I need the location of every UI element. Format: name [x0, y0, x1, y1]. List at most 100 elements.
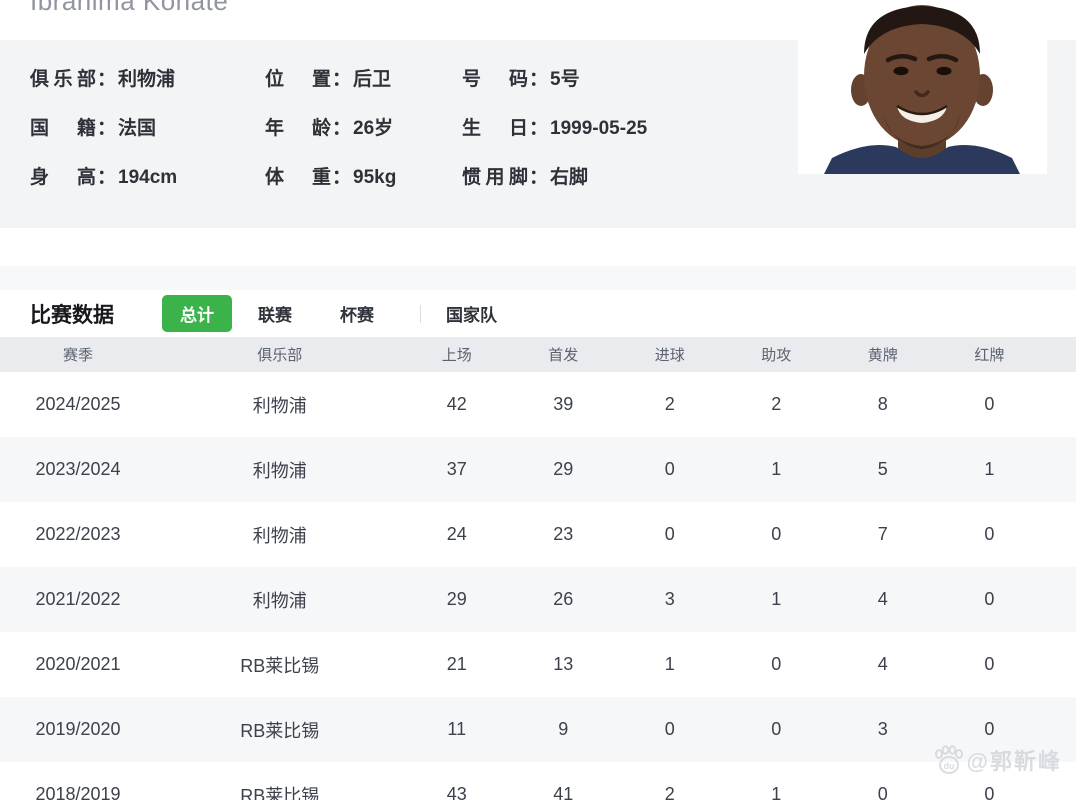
player-photo — [798, 0, 1047, 174]
col-header-appearances: 上场 — [441, 347, 472, 364]
info-value: 194cm — [118, 167, 178, 188]
info-colon: ： — [97, 69, 117, 90]
info-value: 法国 — [118, 118, 157, 139]
cell-yellow-cards: 5 — [877, 459, 888, 479]
info-colon: ： — [332, 69, 352, 90]
info-item-nationality: 国籍： 法国 — [30, 113, 265, 140]
info-value: 26岁 — [353, 118, 394, 139]
col-header-assists: 助攻 — [761, 347, 792, 364]
cell-red-cards: 0 — [984, 784, 995, 800]
table-body: 2024/2025 利物浦 42 39 2 2 8 0 2023/2024 利物… — [0, 372, 1076, 800]
cell-starts: 29 — [553, 459, 574, 479]
cell-goals: 0 — [664, 459, 675, 479]
cell-goals: 0 — [664, 524, 675, 544]
info-colon: ： — [97, 118, 117, 139]
cell-goals: 3 — [664, 589, 675, 609]
table-row: 2023/2024 利物浦 37 29 0 1 5 1 — [0, 437, 1076, 502]
cell-starts: 23 — [553, 524, 574, 544]
info-label: 俱乐部 — [30, 69, 96, 90]
tab-national-team[interactable]: 国家队 — [446, 306, 497, 325]
col-header-yellow-cards: 黄牌 — [867, 347, 898, 364]
cell-red-cards: 0 — [984, 524, 995, 544]
info-value: 利物浦 — [118, 69, 176, 90]
cell-appearances: 24 — [446, 524, 467, 544]
cell-season: 2021/2022 — [35, 589, 121, 609]
tab-cup[interactable]: 杯赛 — [340, 306, 374, 325]
cell-red-cards: 0 — [984, 719, 995, 739]
player-headshot-illustration — [798, 0, 1047, 174]
info-item-number: 号码： 5号 — [462, 64, 770, 91]
cell-appearances: 43 — [446, 784, 467, 800]
table-row: 2018/2019 RB莱比锡 43 41 2 1 0 0 — [0, 762, 1076, 800]
info-label: 体重 — [265, 167, 331, 188]
info-label: 号码 — [462, 69, 528, 90]
cell-assists: 1 — [771, 784, 782, 800]
cell-starts: 41 — [553, 784, 574, 800]
cell-assists: 0 — [771, 654, 782, 674]
cell-appearances: 21 — [446, 654, 467, 674]
cell-red-cards: 0 — [984, 394, 995, 414]
info-colon: ： — [97, 167, 117, 188]
table-row: 2022/2023 利物浦 24 23 0 0 7 0 — [0, 502, 1076, 567]
col-header-season: 赛季 — [63, 347, 94, 364]
cell-yellow-cards: 7 — [877, 524, 888, 544]
info-label: 位置 — [265, 69, 331, 90]
spacer — [0, 228, 1076, 266]
cell-club: 利物浦 — [252, 525, 307, 546]
info-colon: ： — [529, 118, 549, 139]
cell-red-cards: 1 — [984, 459, 995, 479]
cell-appearances: 42 — [446, 394, 467, 414]
info-value: 后卫 — [353, 69, 392, 90]
info-value: 95kg — [353, 167, 397, 188]
info-label: 身高 — [30, 167, 96, 188]
cell-season: 2018/2019 — [35, 784, 121, 800]
stats-heading: 比赛数据 — [30, 303, 114, 327]
info-item-height: 身高： 194cm — [30, 162, 265, 189]
player-name: Ibrahima Konate — [30, 0, 229, 16]
info-colon: ： — [529, 167, 549, 188]
cell-appearances: 37 — [446, 459, 467, 479]
cell-starts: 13 — [553, 654, 574, 674]
cell-season: 2024/2025 — [35, 394, 121, 414]
cell-goals: 0 — [664, 719, 675, 739]
tab-total[interactable]: 总计 — [162, 295, 232, 332]
cell-yellow-cards: 4 — [877, 589, 888, 609]
col-header-club: 俱乐部 — [257, 347, 303, 364]
info-item-weight: 体重： 95kg — [265, 162, 462, 189]
info-colon: ： — [529, 69, 549, 90]
table-row: 2024/2025 利物浦 42 39 2 2 8 0 — [0, 372, 1076, 437]
stats-tabs-bar: 比赛数据 总计 联赛 杯赛 国家队 — [0, 290, 1076, 337]
info-item-club: 俱乐部： 利物浦 — [30, 64, 265, 91]
cell-club: RB莱比锡 — [240, 785, 320, 800]
cell-club: 利物浦 — [252, 460, 307, 481]
player-info-panel: 俱乐部： 利物浦 位置： 后卫 号码： 5号 国籍： 法国 年龄： 26岁 生日： 1999… — [0, 40, 1076, 228]
cell-season: 2020/2021 — [35, 654, 121, 674]
cell-club: 利物浦 — [252, 395, 307, 416]
table-row: 2019/2020 RB莱比锡 11 9 0 0 3 0 — [0, 697, 1076, 762]
cell-assists: 1 — [771, 589, 782, 609]
info-item-age: 年龄： 26岁 — [265, 113, 462, 140]
info-value: 1999-05-25 — [550, 118, 648, 139]
tab-league[interactable]: 联赛 — [258, 306, 292, 325]
col-header-goals: 进球 — [654, 347, 685, 364]
info-label: 国籍 — [30, 118, 96, 139]
cell-assists: 2 — [771, 394, 782, 414]
cell-yellow-cards: 8 — [877, 394, 888, 414]
info-item-position: 位置： 后卫 — [265, 64, 462, 91]
info-label: 年龄 — [265, 118, 331, 139]
cell-season: 2019/2020 — [35, 719, 121, 739]
info-colon: ： — [332, 118, 352, 139]
cell-starts: 39 — [553, 394, 574, 414]
cell-yellow-cards: 3 — [877, 719, 888, 739]
cell-club: RB莱比锡 — [240, 655, 320, 676]
cell-goals: 1 — [664, 654, 675, 674]
col-header-red-cards: 红牌 — [974, 347, 1005, 364]
col-header-starts: 首发 — [548, 347, 579, 364]
cell-club: 利物浦 — [252, 590, 307, 611]
tab-divider — [420, 304, 421, 323]
cell-club: RB莱比锡 — [240, 720, 320, 741]
cell-red-cards: 0 — [984, 589, 995, 609]
table-header-row: 赛季 俱乐部 上场 首发 进球 助攻 黄牌 红牌 — [0, 337, 1076, 372]
info-value: 右脚 — [550, 167, 589, 188]
